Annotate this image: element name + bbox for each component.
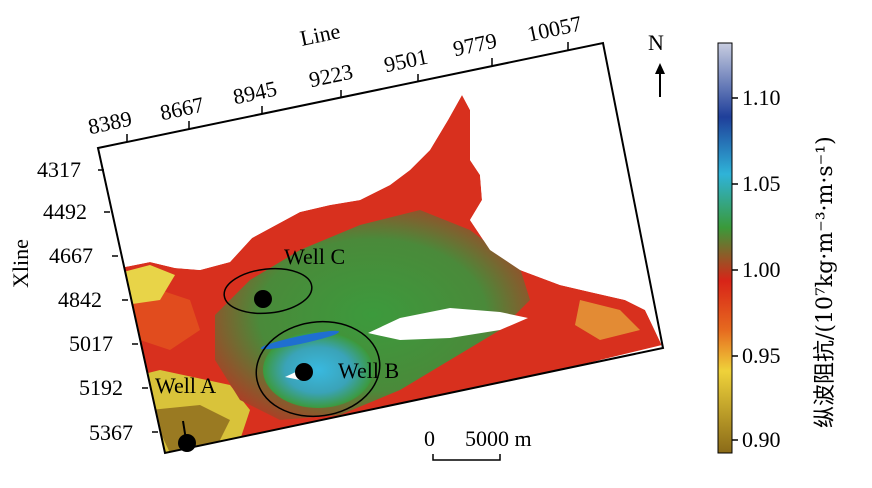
colorbar-gradient: [717, 42, 733, 454]
xline-tick-label: 4317: [37, 157, 81, 182]
well-b-label: Well B: [338, 358, 400, 383]
well-b-outline: [255, 320, 381, 418]
colorbar-tick-label: 0.90: [742, 427, 781, 452]
xline-tick-label: 4842: [58, 287, 102, 312]
map-frame: [96, 41, 665, 455]
well-c-marker: [254, 290, 272, 308]
north-arrow-icon: [655, 63, 665, 97]
well-a-label: Well A: [155, 373, 217, 398]
xline-tick-label: 5367: [89, 420, 133, 445]
scale-bar-start-label: 0: [424, 426, 435, 451]
colorbar-title: 纵波阻抗/(10⁷kg·m⁻³·m·s⁻¹): [813, 136, 838, 428]
well-c-label: Well C: [284, 244, 346, 269]
north-label: N: [648, 30, 664, 55]
scale-bar-end-label: 5000 m: [465, 426, 532, 451]
xline-tick-label: 4667: [49, 243, 93, 268]
well-b-marker: [295, 363, 313, 381]
xline-tick-label: 5017: [69, 331, 113, 356]
xline-axis-title: Xline: [8, 239, 33, 288]
colorbar-ticks: [732, 97, 738, 441]
colorbar-tick-label: 1.00: [742, 257, 781, 282]
colorbar-tick-label: 0.95: [742, 343, 781, 368]
line-axis-ticks: [126, 42, 569, 142]
xline-tick-label: 4492: [43, 199, 87, 224]
colorbar-tick-label: 1.10: [742, 85, 781, 110]
scale-bar-line: [432, 454, 501, 461]
well-a-trajectory: [182, 420, 187, 441]
well-c-outline: [223, 267, 313, 315]
xline-tick-label: 5192: [79, 375, 123, 400]
colorbar-tick-label: 1.05: [742, 171, 781, 196]
xline-axis-ticks: [98, 169, 158, 433]
well-a-marker: [178, 434, 196, 452]
